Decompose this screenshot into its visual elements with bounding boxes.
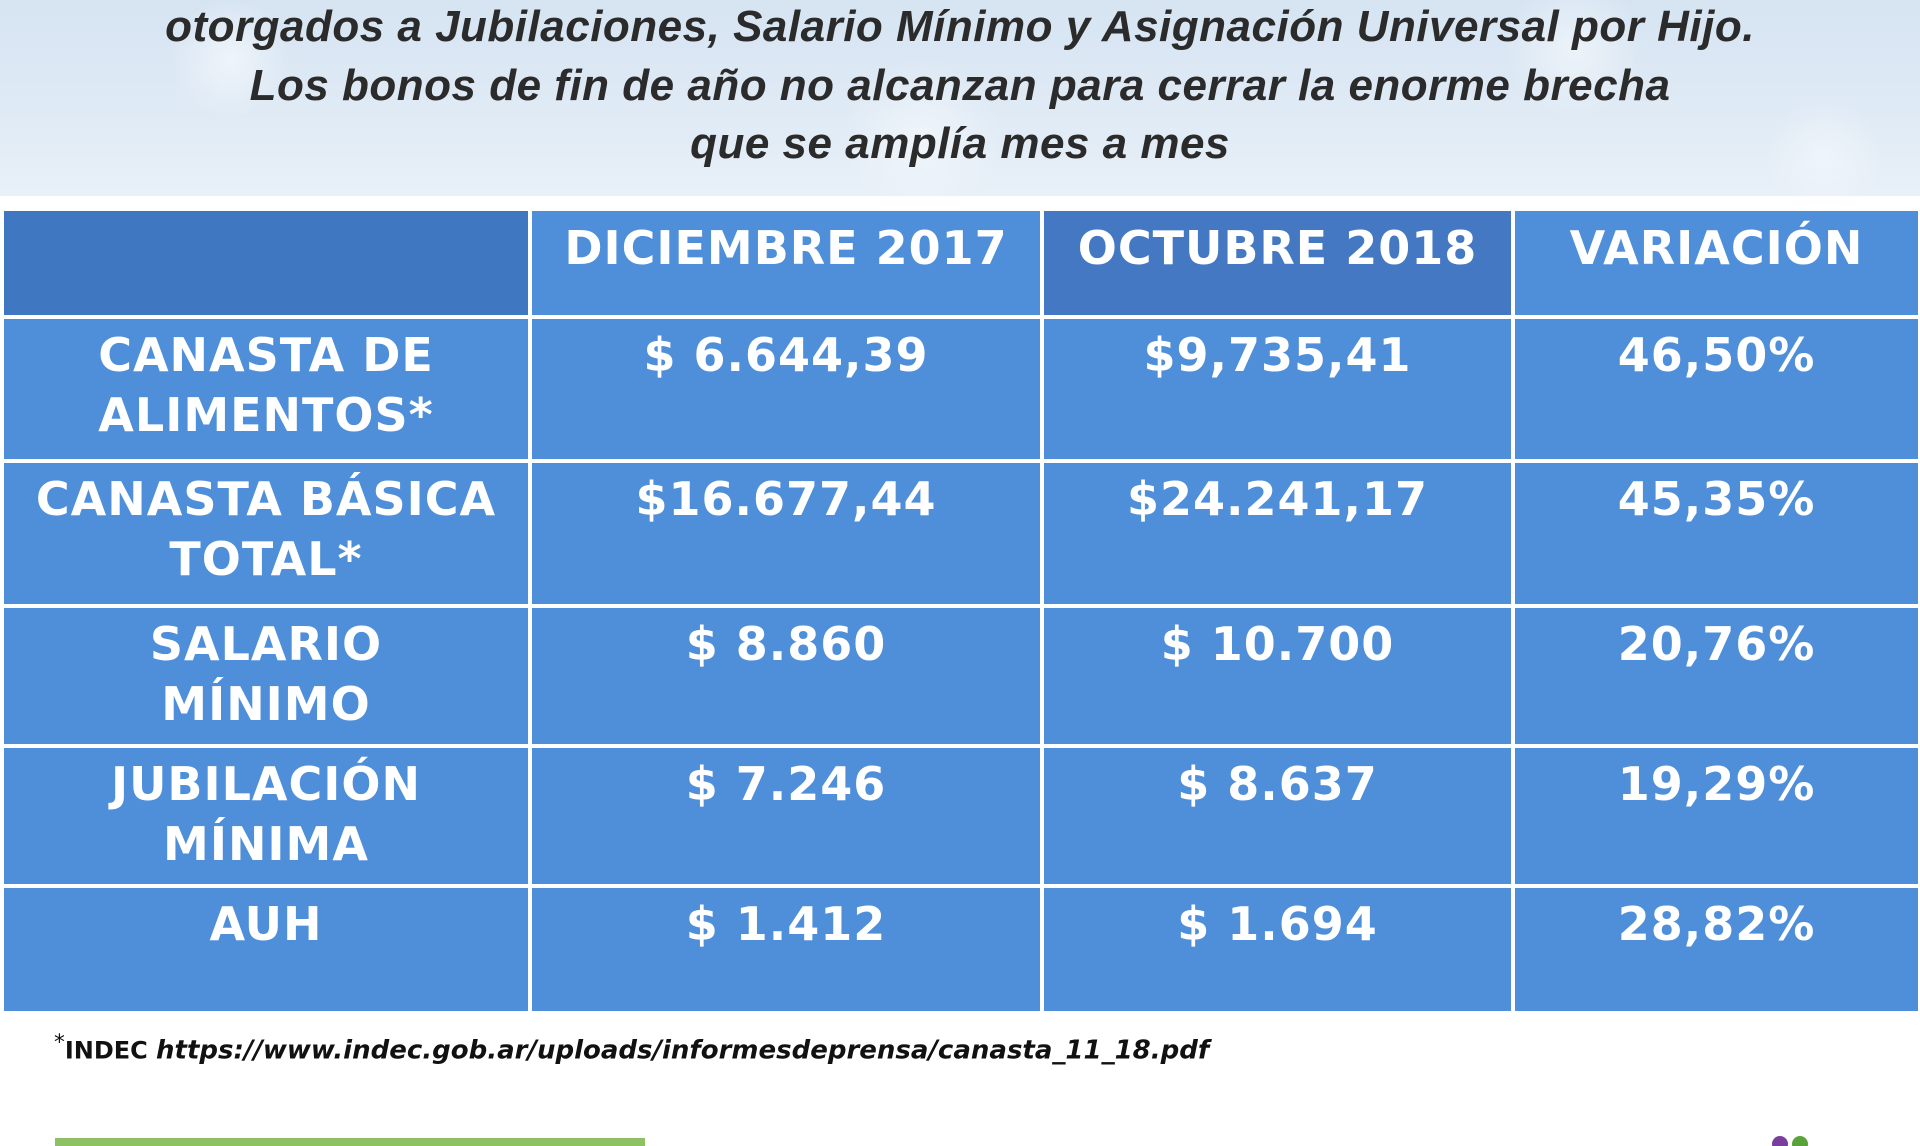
- footnote-marker: *: [54, 1030, 65, 1055]
- cell-dic-2017: $ 7.246: [528, 743, 1044, 889]
- row-label-line: ALIMENTOS*: [98, 388, 434, 442]
- comparison-table: DICIEMBRE 2017 OCTUBRE 2018 VARIACIÓN CA…: [0, 207, 1920, 1015]
- row-label: JUBILACIÓN MÍNIMA: [0, 743, 532, 889]
- cell-variacion: 19,29%: [1511, 743, 1920, 889]
- cell-variacion: 45,35%: [1511, 459, 1920, 608]
- cell-oct-2018: $ 1.694: [1040, 884, 1515, 1015]
- table-row: CANASTA DE ALIMENTOS* $ 6.644,39 $9,735,…: [0, 314, 1920, 464]
- cell-dic-2017: $16.677,44: [528, 459, 1044, 608]
- row-label-line: AUH: [209, 897, 323, 952]
- headline-line-2: Los bonos de fin de año no alcanzan para…: [249, 61, 1671, 110]
- table-row: JUBILACIÓN MÍNIMA $ 7.246 $ 8.637 19,29%: [0, 743, 1920, 889]
- row-label-line: CANASTA DE: [98, 328, 434, 382]
- cell-oct-2018: $ 10.700: [1040, 603, 1515, 748]
- logo-dots-icon: [1772, 1136, 1808, 1146]
- row-label-line: TOTAL*: [169, 532, 363, 587]
- table-row: CANASTA BÁSICA TOTAL* $16.677,44 $24.241…: [0, 459, 1920, 608]
- footnote-source: INDEC: [64, 1036, 148, 1065]
- row-label-line: SALARIO: [149, 616, 383, 671]
- header-variacion: VARIACIÓN: [1511, 207, 1920, 319]
- table-header-row: DICIEMBRE 2017 OCTUBRE 2018 VARIACIÓN: [0, 207, 1920, 319]
- headline-banner: otorgados a Jubilaciones, Salario Mínimo…: [0, 0, 1920, 199]
- row-label: AUH: [0, 884, 532, 1015]
- row-label-line: MÍNIMA: [163, 816, 369, 871]
- cell-oct-2018: $ 8.637: [1040, 743, 1515, 889]
- row-label: SALARIO MÍNIMO: [0, 603, 532, 748]
- cell-oct-2018: $9,735,41: [1040, 314, 1515, 464]
- row-label: CANASTA BÁSICA TOTAL*: [0, 459, 532, 608]
- source-footnote: *INDEC https://www.indec.gob.ar/uploads/…: [54, 1030, 1209, 1066]
- decorative-green-line: [55, 1138, 645, 1146]
- table-row: SALARIO MÍNIMO $ 8.860 $ 10.700 20,76%: [0, 603, 1920, 748]
- cell-variacion: 28,82%: [1511, 884, 1920, 1015]
- table-row: AUH $ 1.412 $ 1.694 28,82%: [0, 884, 1920, 1015]
- footnote-url[interactable]: https://www.indec.gob.ar/uploads/informe…: [156, 1035, 1210, 1066]
- cell-dic-2017: $ 6.644,39: [528, 314, 1044, 464]
- cell-variacion: 46,50%: [1511, 314, 1920, 464]
- row-label: CANASTA DE ALIMENTOS*: [0, 314, 532, 464]
- cell-dic-2017: $ 8.860: [528, 603, 1044, 748]
- headline-line-3: que se amplía mes a mes: [690, 119, 1230, 168]
- cell-dic-2017: $ 1.412: [528, 884, 1044, 1015]
- row-label-line: JUBILACIÓN: [110, 756, 422, 811]
- cell-variacion: 20,76%: [1511, 603, 1920, 748]
- row-label-line: MÍNIMO: [161, 676, 371, 731]
- cell-oct-2018: $24.241,17: [1040, 459, 1515, 608]
- header-dic-2017: DICIEMBRE 2017: [528, 207, 1044, 319]
- header-oct-2018: OCTUBRE 2018: [1040, 207, 1515, 319]
- headline-line-1: otorgados a Jubilaciones, Salario Mínimo…: [165, 2, 1755, 51]
- header-empty-cell: [0, 207, 532, 319]
- row-label-line: CANASTA BÁSICA: [35, 472, 497, 527]
